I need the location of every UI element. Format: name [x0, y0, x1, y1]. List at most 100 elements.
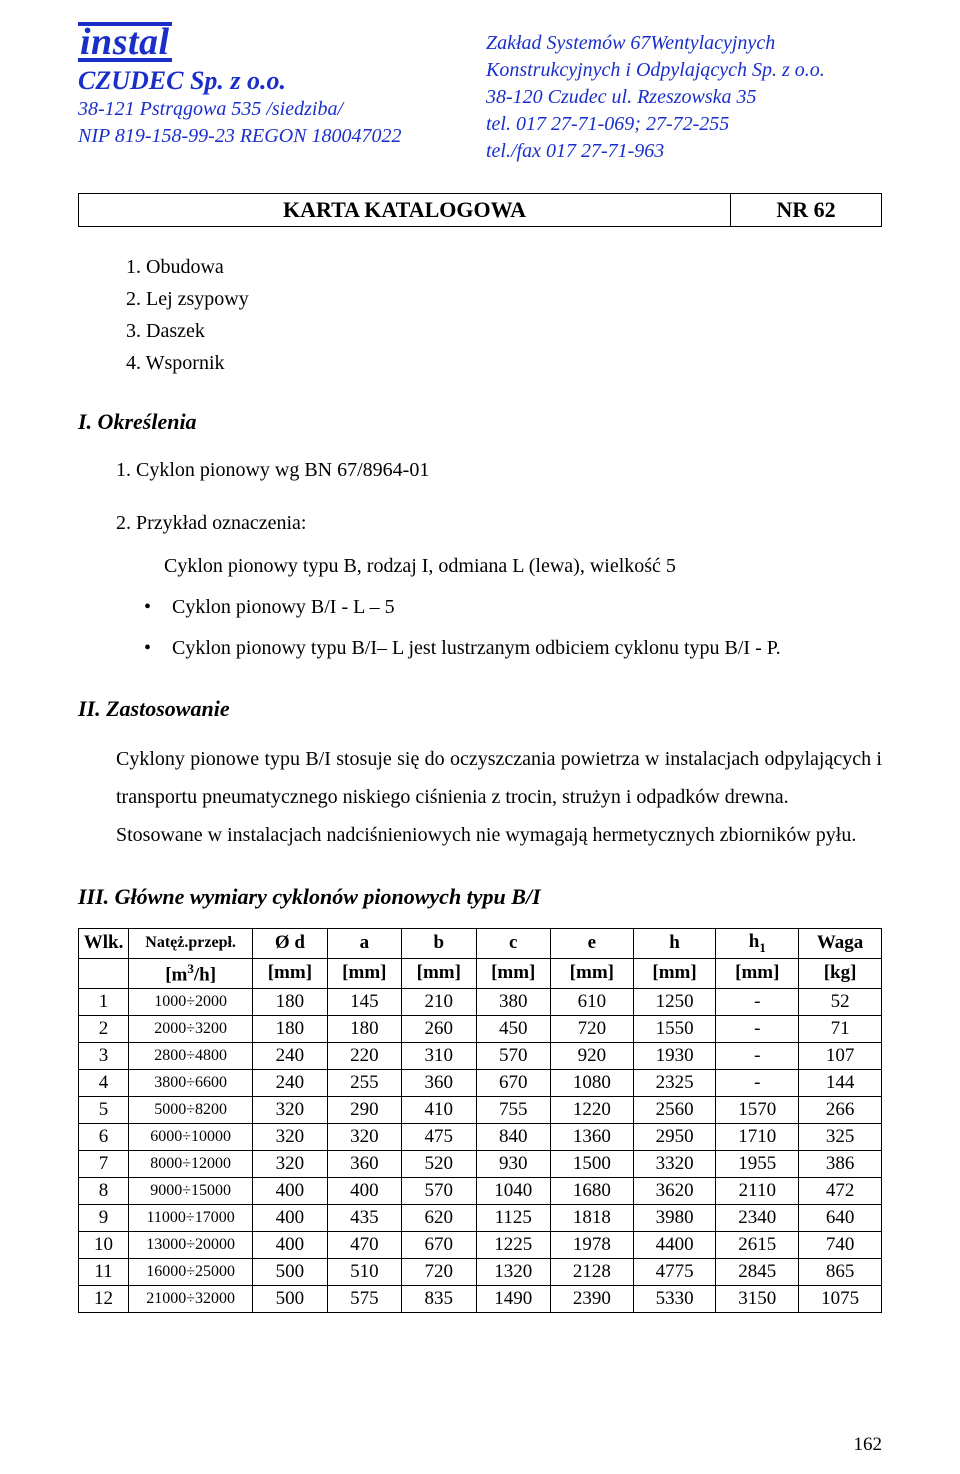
- page: instal CZUDEC Sp. z o.o. 38-121 Pstrągow…: [0, 0, 960, 1474]
- table-cell: 470: [327, 1232, 401, 1259]
- table-cell: 500: [253, 1286, 327, 1313]
- bullet-2: • Cyklon pionowy typu B/I– L jest lustrz…: [144, 631, 882, 666]
- table-cell: 2845: [716, 1259, 799, 1286]
- part-1: 1. Obudowa: [126, 251, 882, 283]
- part-2: 2. Lej zsypowy: [126, 283, 882, 315]
- table-cell: 3620: [633, 1178, 716, 1205]
- body-p1: Cyklony pionowe typu B/I stosuje się do …: [116, 740, 882, 816]
- header: instal CZUDEC Sp. z o.o. 38-121 Pstrągow…: [78, 22, 882, 165]
- table-cell: 1570: [716, 1097, 799, 1124]
- table-cell: 220: [327, 1043, 401, 1070]
- table-cell: 310: [402, 1043, 476, 1070]
- table-cell: 1550: [633, 1016, 716, 1043]
- table-cell: 12: [79, 1286, 129, 1313]
- table-cell: 2325: [633, 1070, 716, 1097]
- table-cell: 1490: [476, 1286, 550, 1313]
- bullet-dot: •: [144, 590, 172, 625]
- table-cell: 2110: [716, 1178, 799, 1205]
- part-4: 4. Wspornik: [126, 347, 882, 379]
- table-cell: 320: [253, 1151, 327, 1178]
- table-cell: 145: [327, 989, 401, 1016]
- unit-mm-h1: [mm]: [716, 958, 799, 988]
- unit-m3h-pre: [m: [165, 964, 187, 985]
- table-cell: 1040: [476, 1178, 550, 1205]
- table-cell: 8000÷12000: [129, 1151, 253, 1178]
- table-cell: 71: [799, 1016, 882, 1043]
- th-h1-base: h: [749, 931, 760, 952]
- table-cell: 180: [327, 1016, 401, 1043]
- table-cell: 570: [476, 1043, 550, 1070]
- addr-line-1: 38-121 Pstrągowa 535 /siedziba/: [78, 96, 474, 123]
- table-cell: 475: [402, 1124, 476, 1151]
- table-cell: 575: [327, 1286, 401, 1313]
- table-cell: 1978: [550, 1232, 633, 1259]
- table-cell: 610: [550, 989, 633, 1016]
- table-cell: 4: [79, 1070, 129, 1097]
- table-cell: 920: [550, 1043, 633, 1070]
- table-cell: 9: [79, 1205, 129, 1232]
- table-cell: 400: [253, 1232, 327, 1259]
- table-cell: 410: [402, 1097, 476, 1124]
- table-cell: 2000÷3200: [129, 1016, 253, 1043]
- th-h1: h1: [716, 929, 799, 959]
- table-cell: 7: [79, 1151, 129, 1178]
- table-row: 66000÷10000320320475840136029501710325: [79, 1124, 882, 1151]
- table-cell: 930: [476, 1151, 550, 1178]
- table-cell: 755: [476, 1097, 550, 1124]
- table-cell: 52: [799, 989, 882, 1016]
- table-cell: 720: [402, 1259, 476, 1286]
- table-cell: 1125: [476, 1205, 550, 1232]
- header-left: instal CZUDEC Sp. z o.o. 38-121 Pstrągow…: [78, 22, 474, 165]
- def-1: 1. Cyklon pionowy wg BN 67/8964-01: [116, 453, 882, 488]
- th-wlk: Wlk.: [79, 929, 129, 959]
- table-cell: 360: [402, 1070, 476, 1097]
- table-cell: 260: [402, 1016, 476, 1043]
- table-cell: 1075: [799, 1286, 882, 1313]
- table-cell: 13000÷20000: [129, 1232, 253, 1259]
- table-head-row: Wlk. Natęż.przepł. Ø d a b c e h h1 Waga: [79, 929, 882, 959]
- table-cell: 1000÷2000: [129, 989, 253, 1016]
- bullet-2-text: Cyklon pionowy typu B/I– L jest lustrzan…: [172, 631, 882, 666]
- table-cell: 325: [799, 1124, 882, 1151]
- th-d: Ø d: [253, 929, 327, 959]
- table-cell: 240: [253, 1070, 327, 1097]
- th-a: a: [327, 929, 401, 959]
- th-waga: Waga: [799, 929, 882, 959]
- unit-mm-d: [mm]: [253, 958, 327, 988]
- table-units-row: [m3/h] [mm] [mm] [mm] [mm] [mm] [mm] [mm…: [79, 958, 882, 988]
- table-cell: 400: [253, 1178, 327, 1205]
- section-3-heading: III. Główne wymiary cyklonów pionowych t…: [78, 884, 882, 910]
- table-cell: 1710: [716, 1124, 799, 1151]
- table-cell: 10: [79, 1232, 129, 1259]
- unit-m3h: [m3/h]: [129, 958, 253, 988]
- table-cell: 500: [253, 1259, 327, 1286]
- unit-kg: [kg]: [799, 958, 882, 988]
- table-cell: 1250: [633, 989, 716, 1016]
- body-p2: Stosowane w instalacjach nadciśnieniowyc…: [116, 816, 882, 854]
- table-cell: 5000÷8200: [129, 1097, 253, 1124]
- body-paragraphs: Cyklony pionowe typu B/I stosuje się do …: [116, 740, 882, 854]
- table-cell: 2340: [716, 1205, 799, 1232]
- table-cell: 2560: [633, 1097, 716, 1124]
- table-cell: 2800÷4800: [129, 1043, 253, 1070]
- title-bar: KARTA KATALOGOWA NR 62: [78, 193, 882, 227]
- table-row: 911000÷170004004356201125181839802340640: [79, 1205, 882, 1232]
- table-cell: 435: [327, 1205, 401, 1232]
- table-cell: 320: [327, 1124, 401, 1151]
- table-cell: -: [716, 1070, 799, 1097]
- def-2: 2. Przykład oznaczenia:: [116, 506, 882, 541]
- table-cell: 1818: [550, 1205, 633, 1232]
- table-cell: 670: [476, 1070, 550, 1097]
- right-line-1: Zakład Systemów 67Wentylacyjnych: [486, 22, 882, 57]
- definitions: 1. Cyklon pionowy wg BN 67/8964-01 2. Pr…: [116, 453, 882, 666]
- th-natez: Natęż.przepł.: [129, 929, 253, 959]
- table-cell: 6000÷10000: [129, 1124, 253, 1151]
- unit-m3h-post: /h]: [194, 964, 216, 985]
- table-row: 32800÷48002402203105709201930-107: [79, 1043, 882, 1070]
- table-cell: 640: [799, 1205, 882, 1232]
- unit-mm-c: [mm]: [476, 958, 550, 988]
- unit-blank: [79, 958, 129, 988]
- table-cell: 3320: [633, 1151, 716, 1178]
- table-row: 1116000÷25000500510720132021284775284586…: [79, 1259, 882, 1286]
- table-row: 78000÷12000320360520930150033201955386: [79, 1151, 882, 1178]
